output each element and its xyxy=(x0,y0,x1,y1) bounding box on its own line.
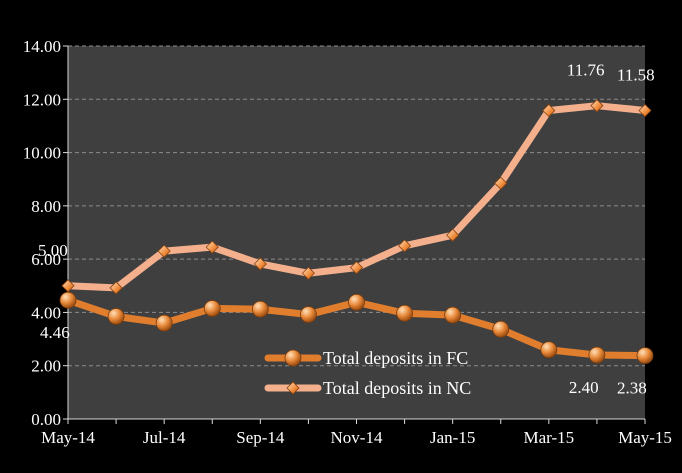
data-point-nc xyxy=(61,279,75,293)
data-label: 4.46 xyxy=(40,323,70,342)
data-point-fc xyxy=(492,320,510,338)
legend-marker-fc xyxy=(284,349,302,367)
data-point-nc xyxy=(301,266,315,280)
data-point-fc xyxy=(59,291,77,309)
legend-marker-nc xyxy=(286,381,300,395)
data-point-fc xyxy=(203,300,221,317)
data-label: 11.58 xyxy=(617,65,655,84)
data-label: 2.38 xyxy=(617,379,647,398)
x-tick-label: May-15 xyxy=(618,428,672,447)
data-point-fc xyxy=(300,306,317,323)
data-label: 11.76 xyxy=(567,61,605,80)
legend: Total deposits in FC Total deposits in NC xyxy=(264,348,471,398)
data-point-nc xyxy=(494,176,508,190)
data-point-nc xyxy=(398,239,412,253)
x-tick-label: Jan-15 xyxy=(430,428,475,447)
x-tick-label: Sep-14 xyxy=(236,428,285,447)
legend-label: Total deposits in NC xyxy=(323,378,471,398)
legend-label: Total deposits in FC xyxy=(323,348,468,368)
data-point-nc xyxy=(349,261,364,275)
data-labels: 5.00 4.46 11.76 11.58 2.40 2.38 xyxy=(38,61,655,398)
x-tick-label: Nov-14 xyxy=(331,428,383,447)
data-point-fc xyxy=(444,306,462,324)
data-point-fc xyxy=(540,341,558,359)
x-tick-label: Jul-14 xyxy=(143,428,186,447)
data-label: 5.00 xyxy=(38,241,68,260)
y-tick-label: 12.00 xyxy=(23,90,61,109)
data-point-nc xyxy=(446,228,460,242)
data-point-nc xyxy=(542,103,556,118)
y-axis-tick-labels: 0.00 2.00 4.00 6.00 8.00 10.00 12.00 14.00 xyxy=(23,37,61,429)
data-point-fc xyxy=(636,347,654,364)
y-tick-label: 0.00 xyxy=(31,410,61,429)
data-point-nc xyxy=(109,281,123,295)
y-tick-label: 6.00 xyxy=(31,250,61,269)
gridlines xyxy=(68,45,645,367)
data-point-fc xyxy=(588,346,606,364)
data-point-nc xyxy=(205,240,219,254)
data-point-fc xyxy=(251,300,269,318)
data-point-fc xyxy=(348,293,365,311)
data-point-fc xyxy=(107,308,125,325)
series-layer xyxy=(59,99,654,364)
y-tick-label: 8.00 xyxy=(31,197,61,216)
data-point-nc xyxy=(253,257,267,271)
data-point-fc xyxy=(155,314,173,332)
y-tick-label: 14.00 xyxy=(23,37,61,56)
data-point-nc xyxy=(157,244,171,258)
data-label: 2.40 xyxy=(569,378,599,397)
data-point-nc xyxy=(590,99,604,113)
y-tick-label: 2.00 xyxy=(31,357,61,376)
y-tick-label: 10.00 xyxy=(23,144,61,163)
data-point-fc xyxy=(396,304,413,322)
axes xyxy=(63,45,646,424)
x-tick-label: May-14 xyxy=(41,428,95,447)
x-axis-tick-labels: May-14 Jul-14 Sep-14 Nov-14 Jan-15 Mar-15 May-… xyxy=(41,428,672,447)
y-tick-label: 4.00 xyxy=(31,303,61,322)
data-point-nc xyxy=(638,103,652,118)
x-tick-label: Mar-15 xyxy=(524,428,575,447)
